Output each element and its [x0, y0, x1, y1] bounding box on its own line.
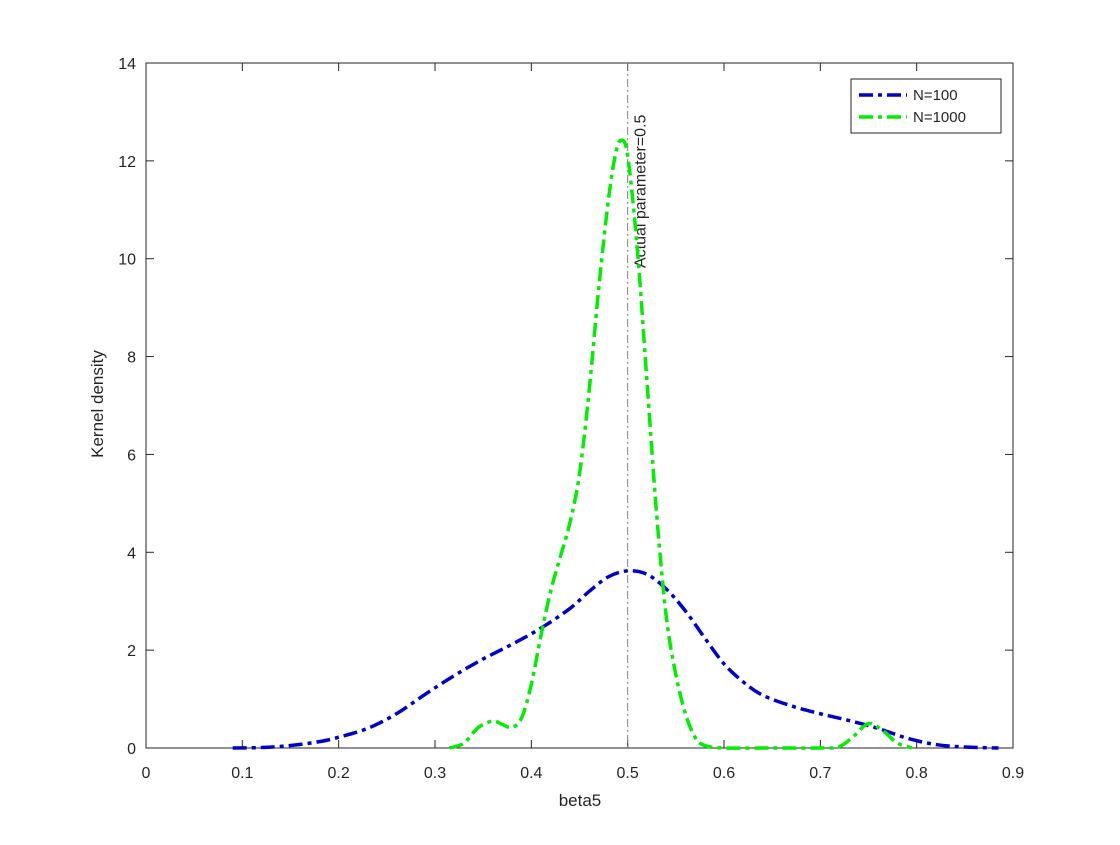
legend: N=100 N=1000 [850, 78, 1002, 134]
series-line-n100 [232, 569, 999, 750]
reference-line-label: Actual parameter=0.5 [633, 114, 650, 268]
y-tick-label: 2 [127, 643, 136, 660]
y-axis-label: Kernel density [88, 350, 107, 458]
series-layer [232, 138, 999, 750]
reference-line-layer: Actual parameter=0.5 [627, 63, 650, 748]
legend-label: N=1000 [913, 109, 966, 126]
x-tick-label: 0.9 [1002, 765, 1024, 782]
axes-layer: 0 0.1 0.2 0.3 0.4 0.5 0.6 0.7 0.8 0.9 0 2 4 6 8 10 12 14 [118, 56, 1024, 782]
series-line-n1000 [448, 138, 913, 750]
legend-label: N=100 [913, 87, 958, 104]
y-tick-label: 8 [127, 350, 136, 367]
y-tick-label: 14 [118, 56, 136, 73]
y-tick-label: 0 [127, 741, 136, 758]
x-tick-label: 0.5 [617, 765, 639, 782]
x-tick-label: 0.4 [520, 765, 542, 782]
x-tick-label: 0.6 [713, 765, 735, 782]
y-tick-label: 4 [127, 545, 136, 562]
plot-area-box [145, 62, 1014, 749]
x-tick-label: 0.2 [328, 765, 350, 782]
y-tick-label: 12 [118, 154, 136, 171]
y-tick-label: 10 [118, 252, 136, 269]
x-tick-label: 0.7 [809, 765, 831, 782]
y-tick-label: 6 [127, 447, 136, 464]
x-tick-label: 0.8 [906, 765, 928, 782]
x-axis-label: beta5 [559, 791, 602, 810]
legend-box [850, 78, 1002, 134]
x-tick-label: 0.3 [424, 765, 446, 782]
x-tick-label: 0 [142, 765, 151, 782]
x-tick-label: 0.1 [231, 765, 253, 782]
